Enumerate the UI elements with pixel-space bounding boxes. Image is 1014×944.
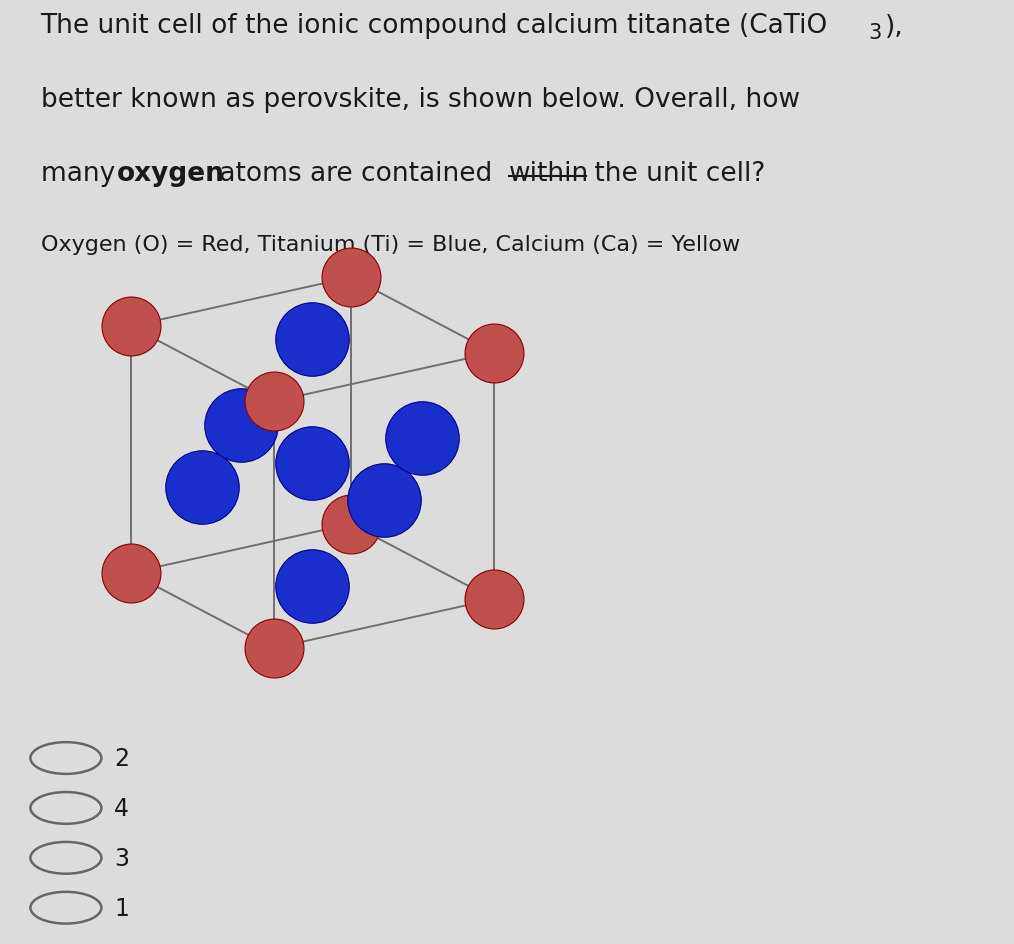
- Point: [232, 418, 248, 433]
- Text: 2: 2: [114, 747, 129, 770]
- Point: [343, 516, 359, 531]
- Point: [304, 456, 320, 471]
- Point: [304, 579, 320, 594]
- Point: [266, 395, 282, 410]
- Text: 4: 4: [114, 796, 129, 820]
- Point: [486, 592, 502, 607]
- Text: oxygen: oxygen: [117, 160, 224, 187]
- Text: 3: 3: [868, 23, 881, 42]
- Point: [266, 641, 282, 656]
- Point: [343, 270, 359, 285]
- Text: ),: ),: [885, 14, 903, 40]
- Point: [304, 332, 320, 347]
- Text: within: within: [509, 160, 589, 187]
- Text: many: many: [41, 160, 123, 187]
- Point: [123, 319, 139, 334]
- Point: [414, 431, 430, 447]
- Text: The unit cell of the ionic compound calcium titanate (CaTiO: The unit cell of the ionic compound calc…: [41, 13, 827, 39]
- Text: 1: 1: [114, 896, 129, 919]
- Point: [123, 565, 139, 581]
- Text: the unit cell?: the unit cell?: [586, 160, 766, 187]
- Text: Oxygen (O) = Red, Titanium (Ti) = Blue, Calcium (Ca) = Yellow: Oxygen (O) = Red, Titanium (Ti) = Blue, …: [41, 234, 740, 255]
- Point: [375, 494, 391, 509]
- Point: [486, 346, 502, 361]
- Point: [194, 480, 210, 496]
- Text: atoms are contained: atoms are contained: [211, 160, 501, 187]
- Text: better known as perovskite, is shown below. Overall, how: better known as perovskite, is shown bel…: [41, 87, 800, 112]
- Text: 3: 3: [114, 846, 129, 869]
